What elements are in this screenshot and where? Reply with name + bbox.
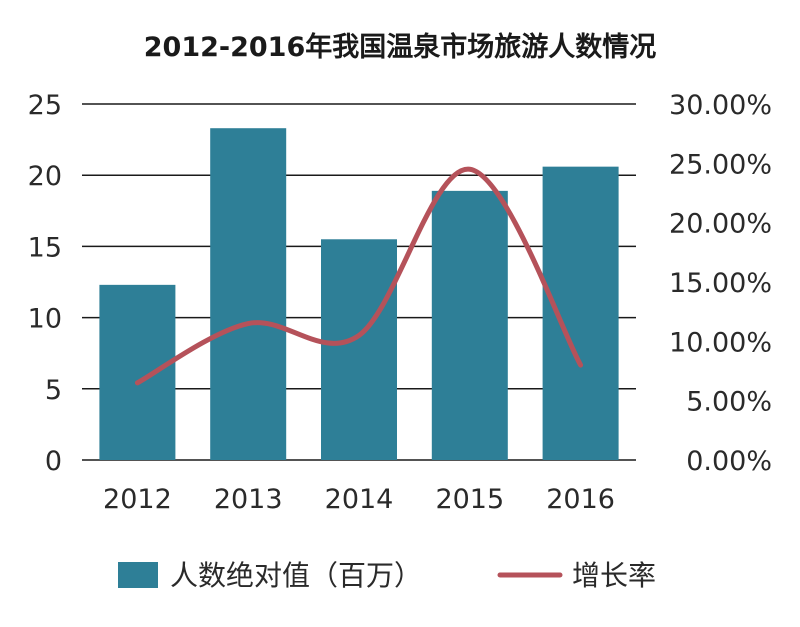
growth-line-path xyxy=(134,166,584,386)
left-tick-label: 15 xyxy=(28,232,62,263)
x-tick-label: 2015 xyxy=(435,484,504,515)
right-tick-label: 10.00% xyxy=(669,327,772,358)
left-tick-label: 5 xyxy=(45,375,62,406)
legend-bar-label: 人数绝对值（百万） xyxy=(170,559,422,592)
right-axis-ticks: 0.00% 5.00% 10.00% 15.00% 20.00% 25.00% 30.00% xyxy=(669,90,772,477)
right-tick-label: 30.00% xyxy=(669,90,772,121)
left-tick-label: 20 xyxy=(28,161,62,192)
right-tick-label: 0.00% xyxy=(686,446,772,477)
legend-line-label: 增长率 xyxy=(572,559,656,592)
bar-2015 xyxy=(431,190,508,460)
left-tick-label: 0 xyxy=(45,446,62,477)
left-tick-label: 10 xyxy=(28,304,62,335)
legend: 人数绝对值（百万） 增长率 xyxy=(118,559,656,592)
bar-2013 xyxy=(210,128,287,460)
x-tick-label: 2014 xyxy=(325,484,394,515)
right-tick-label: 5.00% xyxy=(686,387,772,418)
bar-2016 xyxy=(542,166,619,460)
x-axis-ticks: 2012 2013 2014 2015 2016 xyxy=(103,484,615,515)
right-tick-label: 20.00% xyxy=(669,209,772,240)
chart-title: 2012-2016年我国温泉市场旅游人数情况 xyxy=(144,31,657,63)
legend-bar-swatch xyxy=(118,562,158,588)
x-tick-label: 2016 xyxy=(546,484,615,515)
growth-line xyxy=(134,166,584,386)
x-tick-label: 2012 xyxy=(103,484,172,515)
left-tick-label: 25 xyxy=(28,90,62,121)
bars xyxy=(99,128,619,460)
left-axis-ticks: 0 5 10 15 20 25 xyxy=(28,90,62,477)
right-tick-label: 25.00% xyxy=(669,149,772,180)
bar-2014 xyxy=(321,239,397,460)
x-tick-label: 2013 xyxy=(214,484,283,515)
right-tick-label: 15.00% xyxy=(669,268,772,299)
bar-2012 xyxy=(99,284,176,460)
